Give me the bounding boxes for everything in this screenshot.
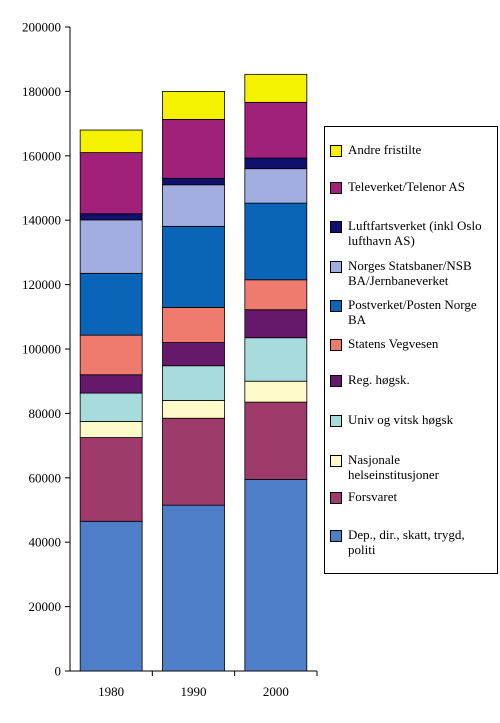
bar-segment (79, 437, 143, 522)
bar-segment (79, 219, 143, 274)
y-tick-label: 140000 (22, 213, 61, 228)
legend-item: Statens Vegvesen (330, 336, 493, 351)
legend-item: Andre fristilte (330, 142, 493, 157)
legend-swatch (330, 182, 342, 194)
y-tick-label: 160000 (22, 148, 61, 163)
y-tick-label: 20000 (29, 599, 62, 614)
bar-segment (244, 279, 308, 311)
legend-item: Univ og vitsk høgsk (330, 412, 493, 427)
legend-item: Dep., dir., skatt, trygd, politi (330, 527, 493, 557)
legend-label: Andre fristilte (348, 142, 422, 157)
bar-segment (79, 272, 143, 336)
legend-swatch (330, 492, 342, 504)
legend-label: Luftfartsverket (inkl Oslo lufthavn AS) (348, 218, 482, 248)
bar-segment (162, 504, 225, 672)
legend-swatch (330, 221, 342, 233)
chart-legend: Andre fristilte Televerket/Telenor AS Luft… (324, 126, 498, 574)
bar-segment (244, 337, 308, 382)
y-tick-label: 200000 (22, 20, 61, 35)
bar-segment (79, 152, 143, 215)
y-tick-label: 100000 (22, 342, 61, 357)
y-tick-label: 180000 (22, 84, 61, 99)
bar-segment (162, 307, 225, 343)
y-tick-label: 80000 (29, 406, 62, 421)
bar-segment (79, 392, 143, 422)
legend-label: Postverket/Posten Norge BA (348, 297, 477, 327)
bar-segment (162, 342, 225, 367)
legend-label: Nasjonale helseinstitusjoner (348, 452, 439, 482)
legend-label: Univ og vitsk høgsk (348, 412, 454, 427)
legend-swatch (330, 261, 342, 273)
x-tick-label: 1990 (181, 684, 207, 699)
bar-segment (162, 119, 225, 179)
bar-segment (162, 400, 225, 419)
bar-segment (244, 101, 308, 159)
legend-swatch (330, 455, 342, 467)
y-tick-label: 60000 (29, 470, 62, 485)
legend-label: Dep., dir., skatt, trygd, politi (348, 527, 465, 557)
bar-segment (244, 202, 308, 281)
y-tick-label: 120000 (22, 277, 61, 292)
bar-segment (79, 421, 143, 438)
legend-item: Nasjonale helseinstitusjoner (330, 452, 493, 482)
bar-segment (162, 91, 225, 120)
bar-segment (244, 401, 308, 480)
bar-segment (79, 374, 143, 394)
bar-segment (162, 177, 225, 186)
legend-swatch (330, 145, 342, 157)
bar-segment (79, 520, 143, 672)
legend-label: Reg. høgsk. (348, 372, 410, 387)
bar-segment (244, 479, 308, 672)
x-tick-label: 2000 (263, 684, 289, 699)
y-tick-label: 40000 (29, 535, 62, 550)
bar-segment (79, 213, 143, 221)
legend-label: Norges Statsbaner/NSB BA/Jernbaneverket (348, 258, 472, 288)
bar-segment (244, 168, 308, 204)
legend-swatch (330, 375, 342, 387)
bar-segment (244, 380, 308, 403)
legend-label: Forsvaret (348, 489, 398, 504)
bar-segment (79, 334, 143, 376)
legend-item: Postverket/Posten Norge BA (330, 297, 493, 327)
bar-segment (162, 225, 225, 308)
y-tick-label: 0 (55, 664, 62, 679)
legend-item: Televerket/Telenor AS (330, 179, 493, 194)
bar-segment (162, 184, 225, 227)
bar-segment (162, 365, 225, 401)
legend-swatch (330, 300, 342, 312)
bar-segment (244, 309, 308, 339)
legend-item: Luftfartsverket (inkl Oslo lufthavn AS) (330, 218, 493, 248)
bar-segment (162, 417, 225, 506)
legend-item: Reg. høgsk. (330, 372, 493, 387)
legend-swatch (330, 415, 342, 427)
bar-segment (244, 157, 308, 170)
legend-swatch (330, 530, 342, 542)
x-tick-label: 1980 (98, 684, 124, 699)
bar-segment (79, 129, 143, 153)
bar-segment (244, 73, 308, 103)
legend-item: Forsvaret (330, 489, 493, 504)
legend-label: Statens Vegvesen (348, 336, 439, 351)
legend-swatch (330, 339, 342, 351)
legend-label: Televerket/Telenor AS (348, 179, 465, 194)
legend-item: Norges Statsbaner/NSB BA/Jernbaneverket (330, 258, 493, 288)
